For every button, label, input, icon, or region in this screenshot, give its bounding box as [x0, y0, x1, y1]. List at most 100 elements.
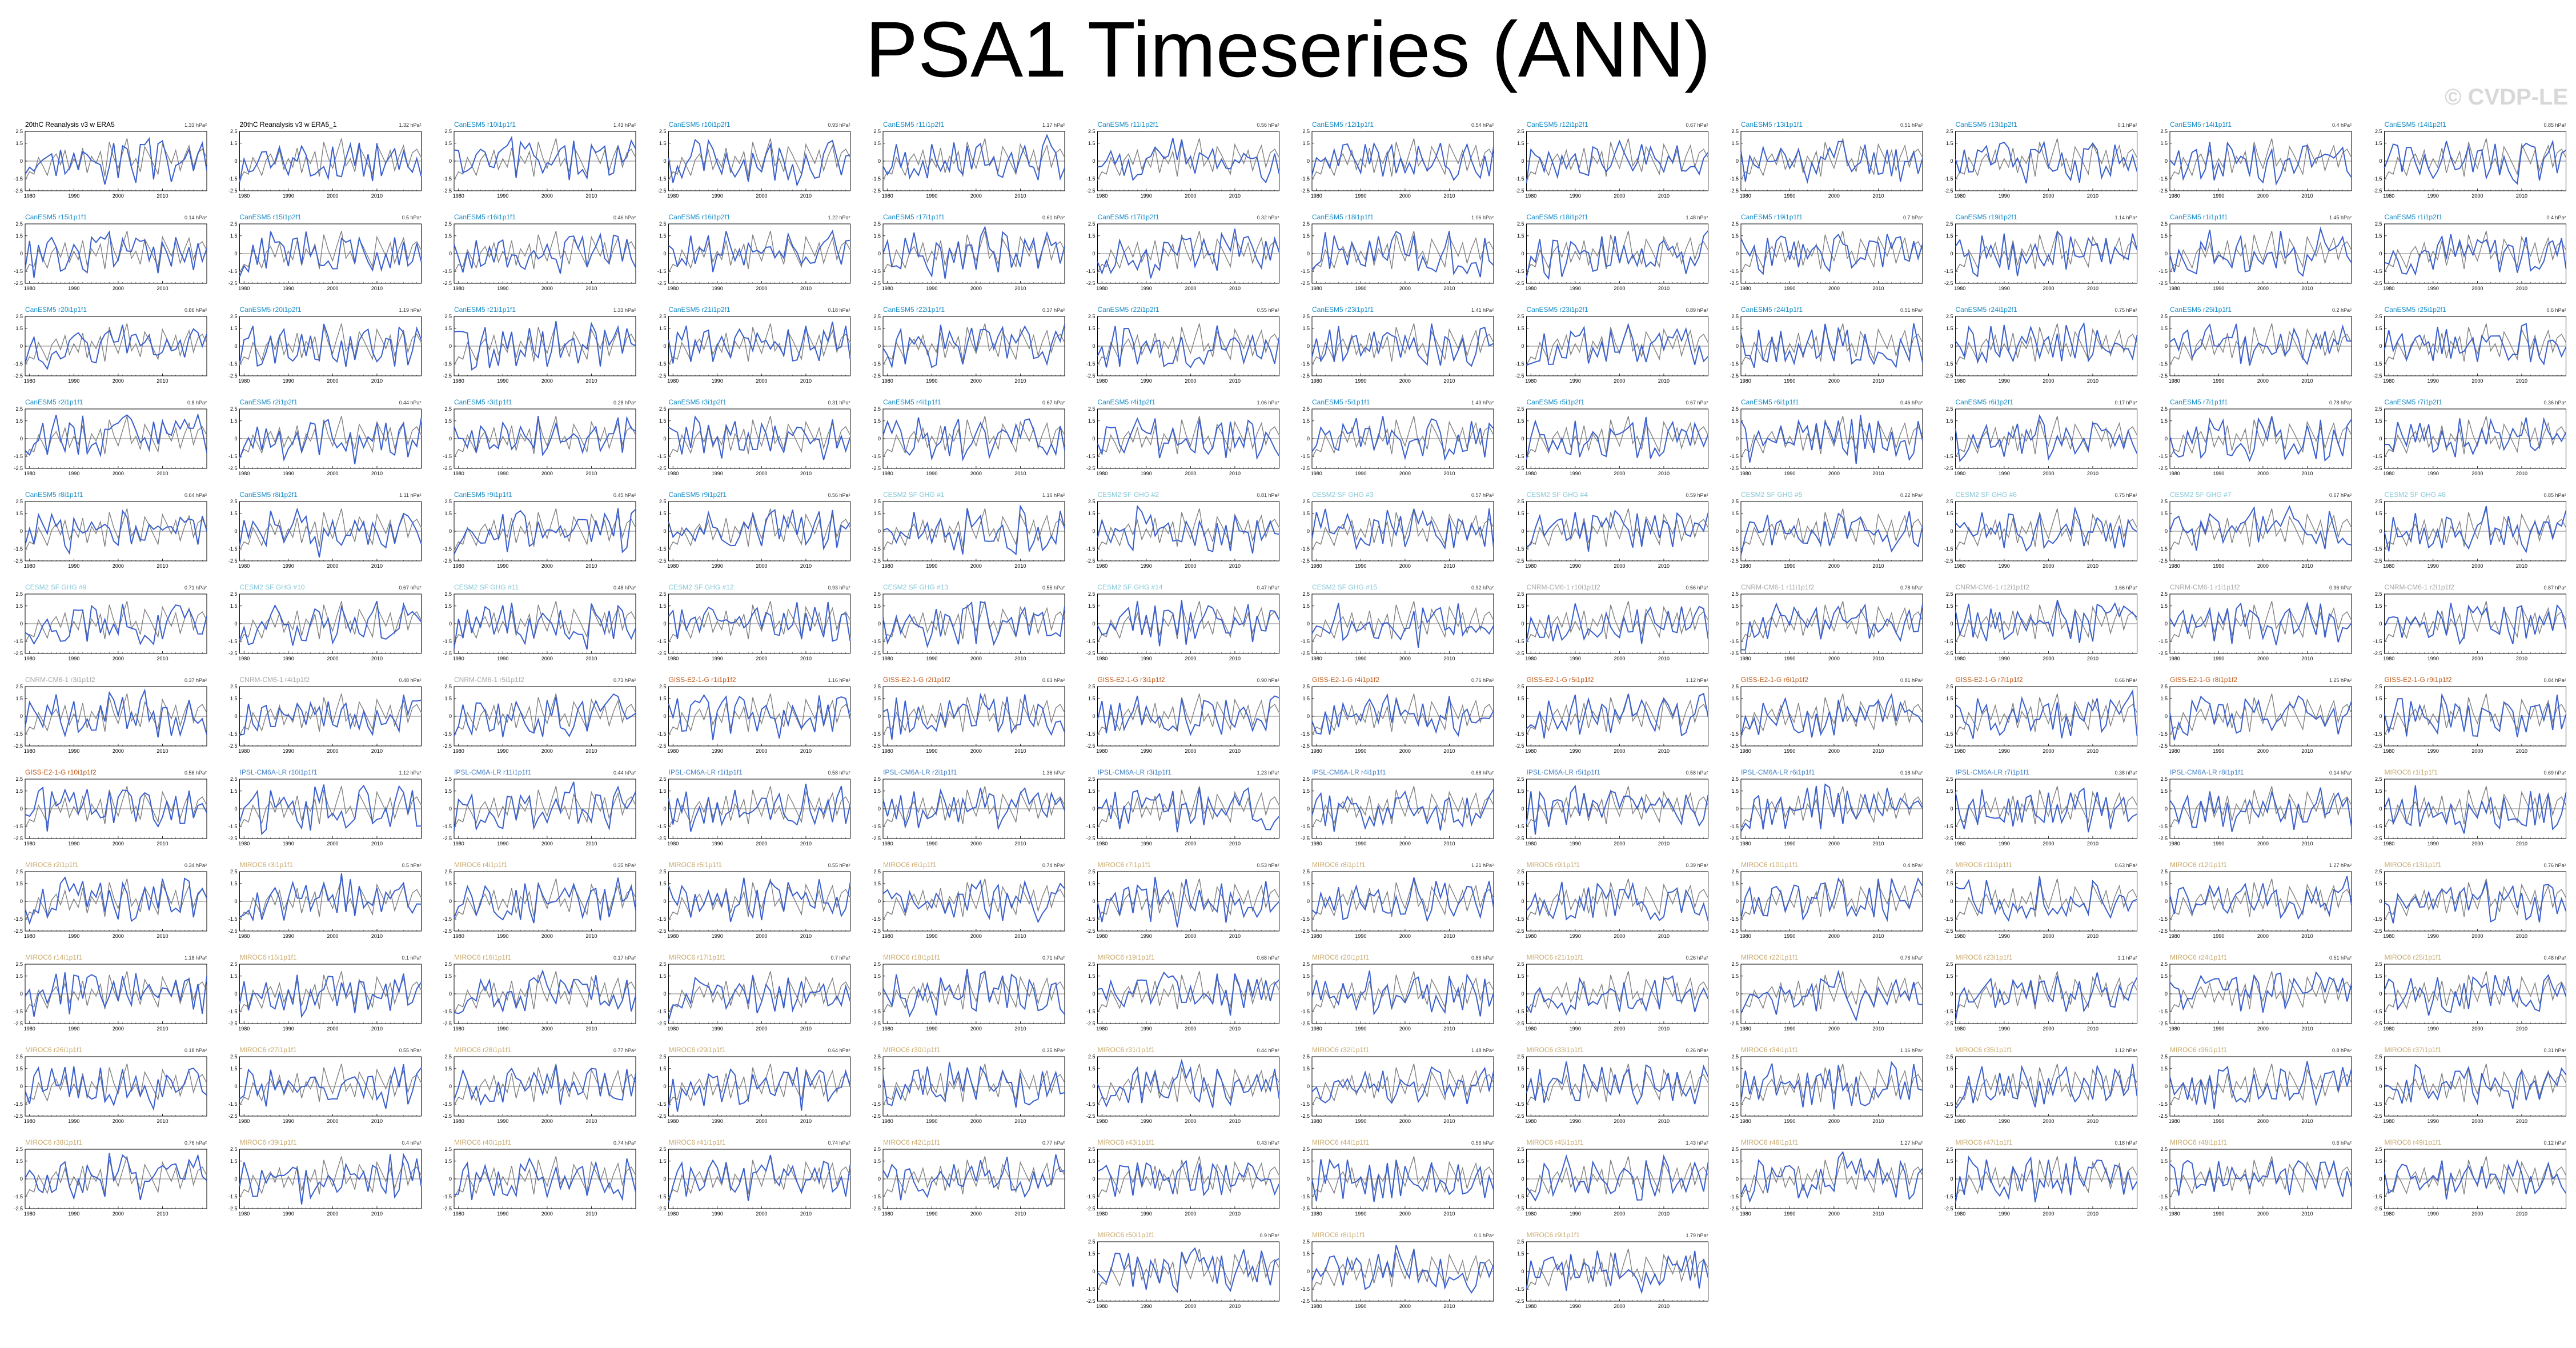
y-tick-label: 2.5	[444, 406, 452, 412]
y-tick-label: 2.5	[1946, 221, 1953, 227]
panel: CanESM5 r9i1p2f1 0.56 hPa² 2.5 1.5 0 -1.5 -2.5…	[657, 491, 851, 569]
x-tick-label: 1990	[68, 748, 79, 754]
observation-line	[239, 231, 422, 273]
y-tick-label: -1.5	[1515, 268, 1524, 274]
panel-title: CESM2 SF GHG #9	[25, 583, 87, 591]
panel-stat: 1.43 hPa²	[613, 122, 636, 128]
x-tick-label: 1990	[1141, 471, 1152, 476]
y-tick-label: 0	[234, 158, 237, 164]
panel-stat: 0.18 hPa²	[828, 307, 850, 313]
x-tick-label: 2010	[1658, 563, 1670, 569]
panel-stat: 0.75 hPa²	[2114, 492, 2137, 498]
y-tick-label: -2.5	[443, 188, 452, 194]
x-tick-label: 2010	[1658, 378, 1670, 384]
x-tick-label: 1990	[1570, 656, 1581, 661]
observation-line	[239, 601, 422, 643]
x-tick-label: 1990	[926, 193, 937, 199]
model-line	[2169, 226, 2352, 277]
model-line	[25, 604, 207, 646]
y-tick-label: -2.5	[657, 651, 667, 656]
x-tick-label: 2010	[1014, 193, 1026, 199]
x-tick-label: 2010	[2087, 193, 2098, 199]
y-tick-label: 1.5	[1517, 603, 1524, 609]
panel: CanESM5 r10i1p2f1 0.93 hPa² 2.5 1.5 0 -1.5 -2.…	[657, 121, 851, 199]
y-tick-label: -2.5	[228, 743, 238, 749]
panel: CNRM-CM6-1 r3i1p1f2 0.37 hPa² 2.5 1.5 0 -1.5 -…	[14, 676, 207, 754]
x-tick-label: 2000	[2257, 656, 2269, 661]
y-tick-label: -2.5	[228, 651, 238, 656]
panel-stat: 1.06 hPa²	[1471, 215, 1494, 220]
y-tick-label: 2.5	[1302, 406, 1310, 412]
x-tick-label: 1990	[1784, 471, 1795, 476]
y-tick-label: 0	[663, 621, 666, 627]
x-tick-label: 2000	[541, 471, 553, 476]
x-tick-label: 1990	[2213, 563, 2224, 569]
panel-title: CanESM5 r4i1p2f1	[1098, 398, 1156, 406]
panel-stat: 0.45 hPa²	[613, 492, 636, 498]
y-tick-label: -1.5	[443, 176, 452, 182]
y-tick-label: 1.5	[1302, 233, 1310, 239]
y-tick-label: -2.5	[14, 651, 23, 656]
model-line	[668, 601, 851, 642]
model-line	[239, 323, 422, 367]
model-line	[1311, 230, 1494, 278]
panel-stat: 0.8 hPa²	[187, 400, 207, 406]
x-tick-label: 1990	[926, 563, 937, 569]
x-tick-label: 1980	[2383, 286, 2394, 291]
x-tick-label: 2010	[1229, 378, 1241, 384]
x-tick-label: 2010	[157, 286, 168, 291]
y-tick-label: 1.5	[1088, 418, 1096, 424]
x-tick-label: 1980	[238, 193, 250, 199]
x-tick-label: 2010	[1229, 286, 1241, 291]
y-tick-label: -2.5	[14, 373, 23, 379]
y-tick-label: 0	[1092, 158, 1095, 164]
panel-stat: 0.57 hPa²	[1471, 492, 1494, 498]
x-tick-label: 1980	[2169, 471, 2180, 476]
panel: CESM2 SF GHG #3 0.57 hPa²2.51.50-1.5-2.51…	[1301, 491, 1494, 569]
panel: CanESM5 r20i1p2f1 1.19 hPa² 2.5 1.5 0 -1.5 -2.…	[228, 306, 422, 384]
y-tick-label: 0	[1092, 528, 1095, 534]
panel-title: CanESM5 r10i1p2f1	[669, 121, 731, 129]
x-tick-label: 1980	[2383, 656, 2394, 661]
y-tick-label: -2.5	[1944, 558, 1953, 564]
x-tick-label: 1980	[882, 193, 893, 199]
y-tick-label: -1.5	[2158, 176, 2168, 182]
panel-stat: 0.67 hPa²	[1686, 400, 1708, 406]
y-tick-label: 1.5	[1731, 418, 1739, 424]
x-tick-label: 2000	[1828, 378, 1840, 384]
panel-title: CanESM5 r13i1p1f1	[1741, 121, 1803, 129]
y-tick-label: 2.5	[1731, 129, 1739, 134]
x-tick-label: 1980	[1311, 193, 1322, 199]
y-tick-label: -1.5	[872, 176, 881, 182]
panel: CanESM5 r19i1p2f1 1.14 hPa² 2.5 1.5 0 -1.5 -2.…	[1944, 213, 2138, 291]
panel-stat: 0.36 hPa²	[2543, 400, 2566, 406]
y-tick-label: 1.5	[1946, 141, 1953, 146]
x-tick-label: 1980	[1525, 471, 1536, 476]
model-line	[1740, 323, 1923, 369]
panel-title: CESM2 SF GHG #1	[883, 491, 945, 499]
panel-stat: 0.64 hPa²	[184, 492, 207, 498]
y-tick-label: -2.5	[443, 466, 452, 471]
panel-stat: 0.93 hPa²	[828, 585, 850, 591]
x-tick-label: 1980	[24, 656, 35, 661]
y-tick-label: 2.5	[873, 406, 881, 412]
y-tick-label: -2.5	[1944, 651, 1953, 656]
panel: CanESM5 r15i1p2f1 0.5 hPa² 2.5 1.5 0 -1.5 -2.5…	[228, 213, 422, 291]
observation-line	[1311, 601, 1494, 643]
y-tick-label: -1.5	[1301, 176, 1310, 182]
x-tick-label: 1980	[1954, 563, 1965, 569]
y-tick-label: 1.5	[659, 418, 667, 424]
x-tick-label: 2000	[113, 471, 124, 476]
x-tick-label: 2000	[2471, 563, 2483, 569]
observation-line	[1097, 323, 1280, 366]
model-line	[2384, 506, 2567, 553]
y-tick-label: 0	[1736, 436, 1739, 442]
observation-line	[668, 231, 851, 273]
y-tick-label: 0	[234, 251, 237, 256]
y-tick-label: -2.5	[443, 373, 452, 379]
x-tick-label: 1990	[1999, 193, 2010, 199]
model-line	[1740, 415, 1923, 464]
y-tick-label: -2.5	[872, 466, 881, 471]
panel-stat: 0.28 hPa²	[613, 400, 636, 406]
y-tick-label: -1.5	[1944, 454, 1953, 459]
